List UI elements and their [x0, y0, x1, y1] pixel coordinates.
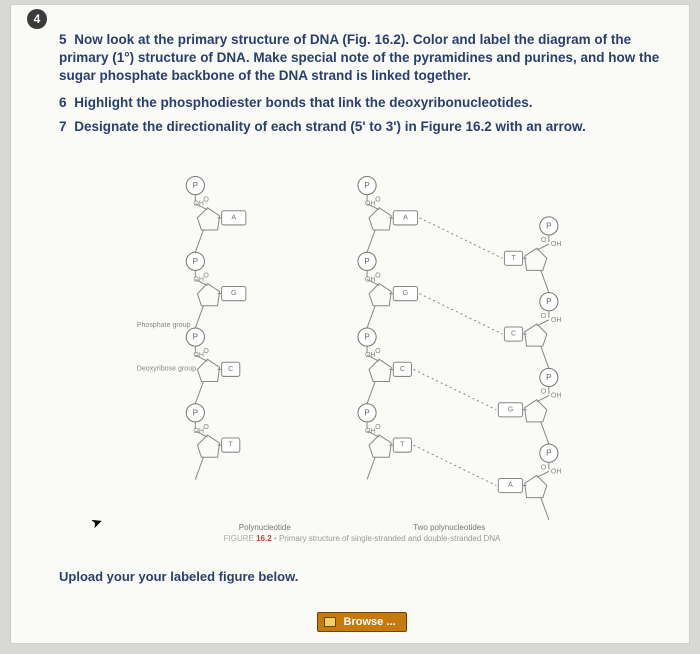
caption-polynucleotide: Polynucleotide [239, 523, 291, 532]
diagram-caption-row: Polynucleotide Two polynucleotides [59, 522, 665, 532]
svg-text:P: P [364, 333, 369, 342]
caption-two-polynucleotides: Two polynucleotides [413, 523, 485, 532]
svg-text:O: O [203, 348, 209, 355]
svg-text:P: P [193, 257, 198, 266]
svg-text:T: T [511, 255, 516, 262]
svg-text:O: O [375, 424, 381, 431]
figure-number: 16.2 [256, 534, 272, 543]
svg-text:O: O [541, 313, 547, 320]
figure-description: Primary structure of single-stranded and… [279, 534, 500, 543]
svg-text:A: A [403, 214, 408, 221]
page-container: 4 5 Now look at the primary structure of… [10, 4, 690, 644]
svg-text:G: G [508, 406, 513, 413]
browse-row: Browse ... [59, 612, 665, 632]
svg-text:T: T [400, 442, 405, 449]
svg-text:G: G [403, 290, 409, 297]
instruction-7: 7 Designate the directionality of each s… [59, 118, 665, 136]
svg-text:A: A [231, 214, 236, 221]
svg-text:P: P [546, 222, 551, 231]
instruction-num: 7 [59, 119, 67, 134]
instruction-5: 5 Now look at the primary structure of D… [59, 31, 665, 86]
svg-text:P: P [193, 181, 198, 190]
svg-text:Deoxyribose group: Deoxyribose group [137, 365, 196, 372]
svg-text:OH: OH [551, 393, 562, 400]
svg-text:OH: OH [193, 352, 204, 359]
folder-icon [324, 617, 336, 627]
svg-text:G: G [231, 290, 237, 297]
svg-text:O: O [541, 237, 547, 244]
step-badge: 4 [27, 9, 47, 29]
svg-text:A: A [508, 482, 513, 489]
svg-text:C: C [511, 331, 516, 338]
svg-text:OH: OH [193, 277, 204, 284]
svg-text:O: O [203, 197, 209, 204]
upload-label: Upload your your labeled figure below. [59, 569, 665, 584]
svg-text:O: O [203, 424, 209, 431]
browse-button[interactable]: Browse ... [317, 612, 406, 632]
svg-text:T: T [229, 442, 234, 449]
svg-text:OH: OH [365, 201, 376, 208]
svg-text:P: P [364, 408, 369, 417]
svg-text:OH: OH [365, 428, 376, 435]
svg-text:OH: OH [193, 201, 204, 208]
svg-text:P: P [364, 181, 369, 190]
svg-text:OH: OH [551, 468, 562, 475]
svg-text:P: P [546, 373, 551, 382]
instruction-num: 5 [59, 32, 67, 47]
svg-text:O: O [375, 273, 381, 280]
svg-text:O: O [541, 389, 547, 396]
svg-text:O: O [375, 348, 381, 355]
svg-text:P: P [193, 333, 198, 342]
svg-text:Phosphate group: Phosphate group [137, 322, 191, 329]
svg-text:OH: OH [551, 317, 562, 324]
svg-text:P: P [546, 449, 551, 458]
svg-text:P: P [364, 257, 369, 266]
browse-button-label: Browse ... [344, 616, 396, 628]
svg-text:OH: OH [365, 352, 376, 359]
instruction-text: Highlight the phosphodiester bonds that … [74, 95, 532, 110]
svg-text:OH: OH [365, 277, 376, 284]
svg-text:OH: OH [193, 428, 204, 435]
instruction-6: 6 Highlight the phosphodiester bonds tha… [59, 94, 665, 112]
dna-svg: POOHAPOOHGPOOHCPOOHTPhosphate groupDeoxy… [59, 142, 665, 522]
svg-text:O: O [541, 464, 547, 471]
instruction-num: 6 [59, 95, 67, 110]
instruction-text: Designate the directionality of each str… [74, 119, 586, 134]
svg-text:P: P [193, 408, 198, 417]
dna-diagram: POOHAPOOHGPOOHCPOOHTPhosphate groupDeoxy… [59, 142, 665, 522]
instruction-text: Now look at the primary structure of DNA… [59, 32, 659, 83]
instructions-block: 5 Now look at the primary structure of D… [59, 31, 665, 136]
svg-text:O: O [375, 197, 381, 204]
svg-text:P: P [546, 297, 551, 306]
svg-text:C: C [400, 366, 405, 373]
figure-caption: FIGURE 16.2 • Primary structure of singl… [59, 534, 665, 543]
svg-text:C: C [228, 366, 233, 373]
svg-text:OH: OH [551, 241, 562, 248]
svg-text:O: O [203, 273, 209, 280]
